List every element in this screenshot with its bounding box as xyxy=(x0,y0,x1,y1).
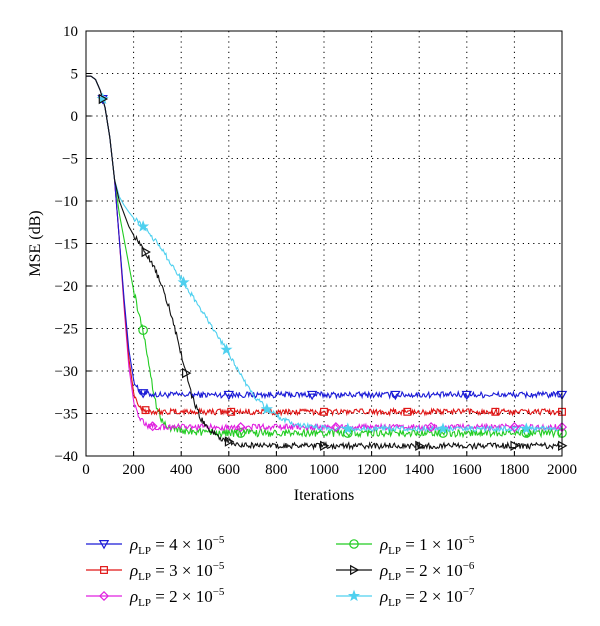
legend-entry: ρLP = 1 × 10−5 xyxy=(336,534,475,557)
series-marker xyxy=(347,589,361,602)
series-marker xyxy=(138,325,148,335)
series-marker xyxy=(98,590,110,602)
series-marker xyxy=(341,422,354,434)
series-marker xyxy=(223,390,235,401)
x-tick-label: 400 xyxy=(170,462,193,478)
legend-label: ρLP = 1 × 10−5 xyxy=(379,534,475,557)
y-tick-label: −20 xyxy=(55,279,78,295)
series-marker xyxy=(415,440,425,452)
legend-label: ρLP = 2 × 10−6 xyxy=(379,560,475,583)
x-tick-label: 1400 xyxy=(404,462,434,478)
y-tick-label: −25 xyxy=(55,322,78,338)
axis-ticks: 0 200 400 600 800 1000 1200 1400 1600 1800 2000 10 5… xyxy=(55,24,577,478)
x-axis-title: Iterations xyxy=(294,487,354,504)
series-marker xyxy=(320,440,330,452)
series-marker xyxy=(390,390,401,401)
series-marker xyxy=(491,407,500,416)
series-marker xyxy=(227,407,236,416)
legend: ρLP = 4 × 10−5 ρLP = 3 × 10−5 ρLP = 2 × 10… xyxy=(86,534,475,609)
series-marker xyxy=(350,564,360,576)
series-marker xyxy=(510,440,520,452)
series-marker xyxy=(461,390,473,401)
series-marker xyxy=(141,246,151,258)
series-marker xyxy=(220,343,233,355)
series-marker xyxy=(260,402,273,415)
series-marker xyxy=(177,275,190,288)
series-marker xyxy=(137,389,149,399)
x-tick-label: 0 xyxy=(82,462,90,478)
y-tick-label: −35 xyxy=(55,407,78,423)
legend-entry: ρLP = 2 × 10−6 xyxy=(336,560,475,583)
x-tick-label: 1200 xyxy=(357,462,387,478)
y-tick-label: −30 xyxy=(55,364,78,380)
series-line xyxy=(86,75,563,400)
series-marker xyxy=(320,407,328,416)
x-tick-label: 600 xyxy=(218,462,241,478)
series-marker xyxy=(403,407,412,416)
legend-label: ρLP = 3 × 10−5 xyxy=(129,560,225,583)
legend-entry: ρLP = 3 × 10−5 xyxy=(86,560,225,583)
series-marker xyxy=(426,422,437,433)
series-marker xyxy=(100,566,108,574)
legend-entry: ρLP = 2 × 10−5 xyxy=(86,586,225,609)
series-marker xyxy=(182,367,192,379)
series-marker xyxy=(306,390,318,401)
y-tick-label: 10 xyxy=(63,24,78,40)
series-line xyxy=(86,75,563,439)
series-marker xyxy=(141,406,150,415)
series-marker xyxy=(98,93,109,105)
y-tick-label: −40 xyxy=(55,449,78,465)
legend-label: ρLP = 4 × 10−5 xyxy=(129,534,225,557)
series-line xyxy=(86,75,563,417)
series-marker xyxy=(235,422,246,433)
y-tick-label: −10 xyxy=(55,194,78,210)
series-marker xyxy=(436,422,450,434)
y-tick-label: −5 xyxy=(62,152,78,168)
series-line xyxy=(86,75,563,432)
series-marker xyxy=(224,436,235,447)
legend-label: ρLP = 2 × 10−7 xyxy=(379,586,475,609)
series-marker xyxy=(330,422,341,433)
series-marker xyxy=(137,220,150,232)
x-tick-label: 2000 xyxy=(547,462,577,478)
series-marker xyxy=(147,421,158,432)
series-marker xyxy=(520,422,533,434)
series-marker xyxy=(509,422,520,433)
y-tick-label: 5 xyxy=(71,67,79,83)
y-tick-label: 0 xyxy=(71,109,79,125)
series-marker xyxy=(235,428,246,438)
series-line xyxy=(86,75,563,433)
y-tick-label: −15 xyxy=(55,237,78,253)
legend-entry: ρLP = 4 × 10−5 xyxy=(86,534,225,557)
legend-entry: ρLP = 2 × 10−7 xyxy=(336,586,475,609)
y-axis-title: MSE (dB) xyxy=(27,210,44,276)
x-tick-label: 1600 xyxy=(452,462,482,478)
series-marker xyxy=(98,540,110,550)
legend-label: ρLP = 2 × 10−5 xyxy=(129,586,225,609)
grid xyxy=(86,31,562,456)
series-lines xyxy=(86,75,563,451)
x-tick-label: 200 xyxy=(122,462,145,478)
x-tick-label: 1800 xyxy=(499,462,529,478)
x-tick-label: 1000 xyxy=(309,462,339,478)
series-marker xyxy=(349,539,359,549)
x-tick-label: 800 xyxy=(265,462,288,478)
